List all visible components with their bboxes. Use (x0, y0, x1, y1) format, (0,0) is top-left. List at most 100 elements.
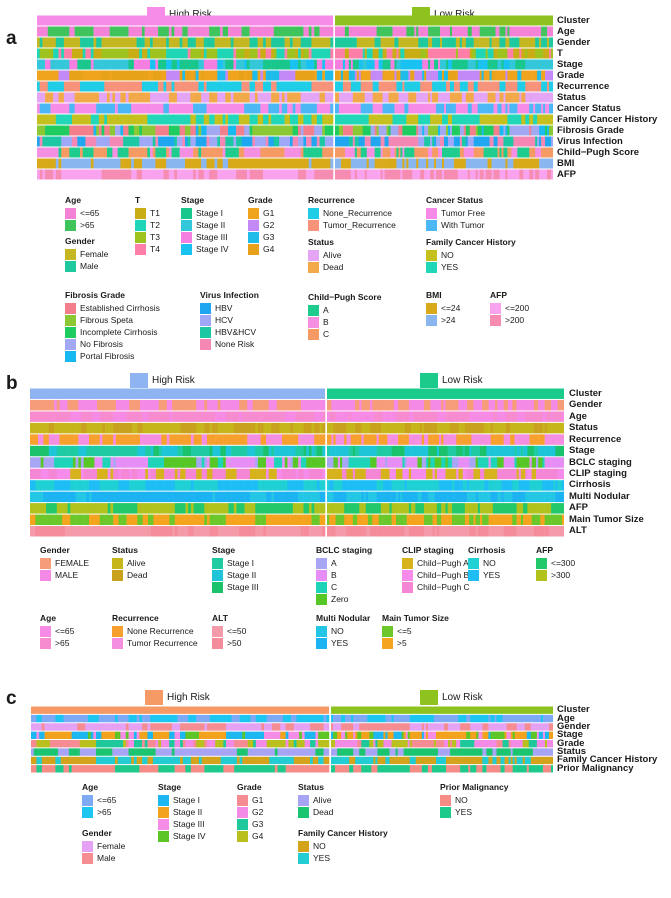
sample-cell (241, 399, 245, 411)
sample-cell (174, 70, 178, 81)
sample-cell (32, 399, 36, 411)
sample-cell (542, 457, 545, 468)
sample-cell (295, 114, 299, 125)
legend-swatch (200, 327, 211, 338)
sample-cell (469, 26, 473, 37)
sample-cell (404, 81, 407, 92)
sample-cell (389, 480, 392, 491)
sample-cell (553, 445, 556, 457)
sample-cell (364, 92, 368, 103)
sample-cell (362, 59, 366, 70)
sample-cell (38, 445, 42, 457)
sample-cell (338, 136, 342, 147)
sample-cell (391, 480, 395, 491)
sample-cell (417, 457, 420, 468)
sample-cell (268, 411, 272, 422)
sample-cell (97, 457, 101, 468)
sample-cell (281, 103, 285, 114)
sample-cell (465, 37, 469, 48)
sample-cell (260, 26, 264, 37)
sample-cell (244, 103, 248, 114)
sample-cell (360, 37, 364, 48)
sample-cell (152, 125, 156, 136)
sample-cell (519, 92, 522, 103)
sample-cell (238, 37, 242, 48)
sample-cell (300, 399, 304, 411)
sample-cell (555, 434, 558, 445)
sample-cell (426, 26, 429, 37)
sample-cell (475, 114, 478, 125)
sample-cell (263, 81, 267, 92)
sample-cell (370, 468, 373, 480)
sample-cell (88, 59, 92, 70)
sample-cell (391, 468, 395, 480)
sample-cell (457, 81, 461, 92)
sample-cell (467, 59, 471, 70)
sample-cell (329, 457, 332, 468)
sample-cell (63, 158, 67, 169)
sample-cell (487, 136, 490, 147)
sample-cell (510, 468, 513, 480)
sample-cell (230, 26, 234, 37)
sample-cell (449, 114, 453, 125)
sample-cell (495, 59, 498, 70)
sample-cell (120, 37, 124, 48)
sample-cell (287, 147, 291, 158)
sample-cell (467, 70, 471, 81)
sample-cell (356, 26, 360, 37)
sample-cell (82, 169, 86, 180)
sample-cell (287, 26, 291, 37)
sample-cell (67, 411, 71, 422)
sample-cell (316, 445, 320, 457)
sample-cell (338, 125, 342, 136)
sample-cell (487, 37, 490, 48)
sample-cell (190, 92, 194, 103)
legend-label: G2 (263, 220, 275, 230)
sample-cell (378, 411, 382, 422)
sample-cell (276, 70, 280, 81)
sample-cell (150, 158, 154, 169)
sample-cell (80, 147, 84, 158)
sample-cell (153, 411, 157, 422)
sample-cell (514, 434, 517, 445)
sample-cell (527, 434, 530, 445)
sample-cell (43, 399, 47, 411)
sample-cell (190, 125, 194, 136)
sample-cell (55, 26, 59, 37)
sample-cell (352, 70, 356, 81)
sample-cell (344, 81, 348, 92)
sample-cell (367, 434, 371, 445)
sample-cell (394, 158, 397, 169)
sample-cell (469, 169, 473, 180)
sample-cell (529, 48, 532, 59)
sample-cell (489, 114, 492, 125)
sample-cell (112, 26, 116, 37)
sample-cell (195, 92, 199, 103)
sample-cell (385, 480, 388, 491)
sample-cell (249, 158, 253, 169)
sample-cell (542, 411, 545, 422)
sample-cell (503, 59, 506, 70)
sample-cell (398, 411, 401, 422)
sample-cell (128, 48, 132, 59)
sample-cell (117, 158, 121, 169)
sample-cell (300, 125, 304, 136)
sample-cell (331, 480, 334, 491)
sample-cell (70, 457, 74, 468)
sample-cell (493, 92, 496, 103)
sample-cell (364, 37, 368, 48)
sample-cell (174, 125, 178, 136)
sample-cell (171, 92, 175, 103)
sample-cell (400, 26, 403, 37)
sample-cell (254, 169, 258, 180)
sample-cell (547, 37, 550, 48)
sample-cell (467, 169, 471, 180)
sample-cell (368, 48, 371, 59)
sample-cell (545, 103, 548, 114)
sample-cell (503, 114, 506, 125)
sample-cell (337, 399, 341, 411)
sample-cell (244, 411, 248, 422)
sample-cell (201, 26, 205, 37)
sample-cell (139, 59, 143, 70)
sample-cell (64, 434, 68, 445)
